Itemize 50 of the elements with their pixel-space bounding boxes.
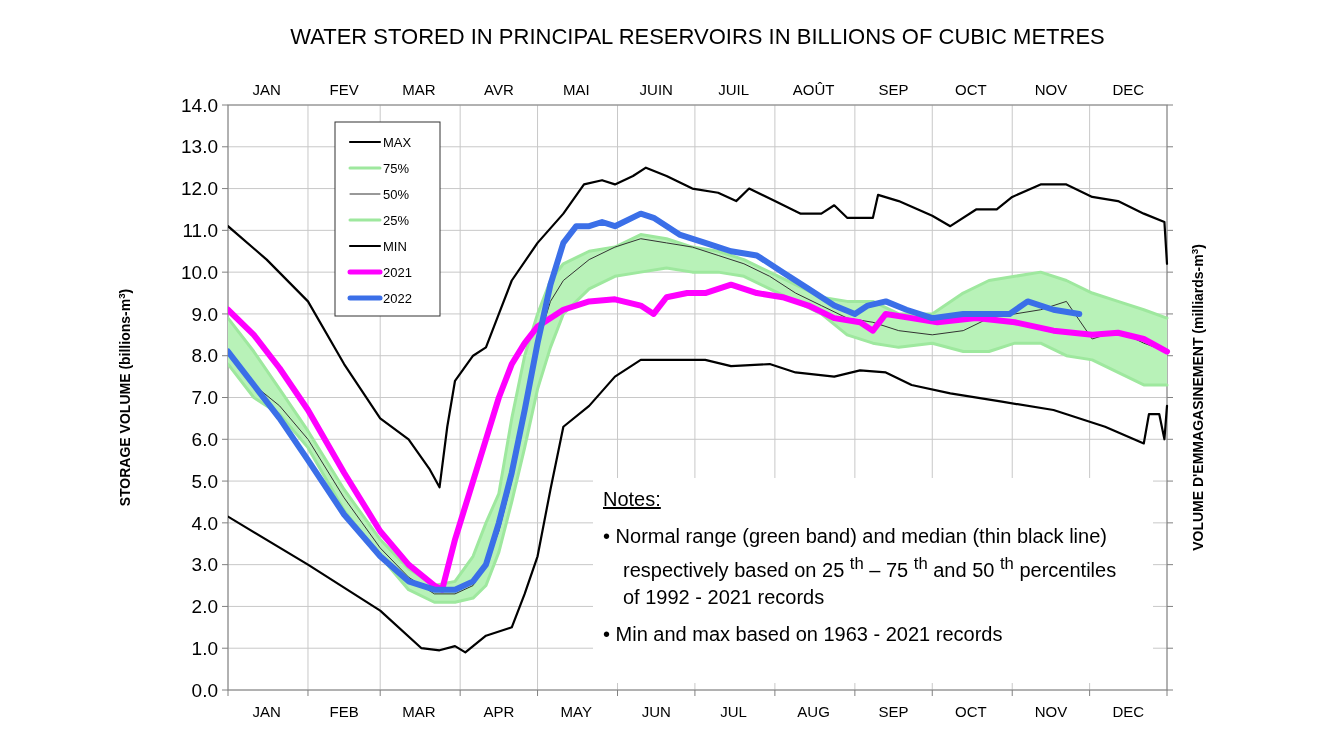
annotation: • Min and max based on 1963 - 2021 records: [603, 621, 1004, 647]
y-tick-label: 3.0: [191, 554, 218, 576]
x-tick-label: JAN: [252, 703, 281, 720]
x-tick-label: JUN: [641, 703, 671, 720]
x2-tick-label: SEP: [878, 81, 909, 98]
x-tick-label: OCT: [955, 703, 987, 720]
x2-tick-label: NOV: [1034, 81, 1068, 98]
y-tick-label: 5.0: [191, 470, 218, 492]
y-tick-label: 13.0: [181, 136, 218, 158]
y-tick-label: 1.0: [191, 637, 218, 659]
y-tick-label: 12.0: [181, 178, 218, 200]
y-tick-label: 0.0: [191, 679, 218, 701]
x-tick-label: MAY: [560, 703, 592, 720]
legend-label: 75%: [383, 160, 410, 176]
annotation: Notes:: [603, 487, 662, 512]
chart-title: WATER STORED IN PRINCIPAL RESERVOIRS IN BILLIONS OF CUBIC METRES: [290, 24, 1105, 49]
x-tick-label: DEC: [1112, 703, 1145, 720]
legend-label: MAX: [383, 134, 412, 150]
x2-tick-label: JAN: [252, 81, 281, 98]
x2-tick-label: MAI: [562, 81, 590, 98]
y-tick-label: 14.0: [181, 94, 218, 116]
y-tick-label: 9.0: [191, 303, 218, 325]
x-tick-label: AUG: [797, 703, 830, 720]
x2-tick-label: MAR: [402, 81, 436, 98]
y-tick-label: 6.0: [191, 428, 218, 450]
x-tick-label: JUL: [720, 703, 747, 720]
y-tick-label: 10.0: [181, 261, 218, 283]
legend-label: 2021: [383, 264, 412, 280]
legend-label: 2022: [383, 290, 412, 306]
legend-label: 25%: [383, 212, 410, 228]
x2-tick-label: DEC: [1112, 81, 1145, 98]
x2-tick-label: JUIN: [639, 81, 673, 98]
y-tick-label: 8.0: [191, 345, 218, 367]
legend-label: 50%: [383, 186, 410, 202]
x2-tick-label: AVR: [484, 81, 514, 98]
x2-tick-label: JUIL: [718, 81, 750, 98]
y-tick-label: 4.0: [191, 512, 218, 534]
x-tick-label: MAR: [402, 703, 436, 720]
x2-tick-label: OCT: [955, 81, 987, 98]
x-tick-label: NOV: [1034, 703, 1068, 720]
x-tick-label: SEP: [878, 703, 909, 720]
y-tick-label: 7.0: [191, 387, 218, 409]
legend-label: MIN: [383, 238, 407, 254]
x-tick-label: APR: [483, 703, 515, 720]
x-tick-label: FEB: [329, 703, 359, 720]
notes-box: Notes: • Normal range (green band) and median (thin black line) respectively based on 25 $^{th}$ – 75 $^{th}$ and 50 $^{th}$ percentiles of 1992 - 2021 records • Min and max based on 1963 - 2021 records: [593, 478, 1153, 683]
y-tick-label: 2.0: [191, 596, 218, 618]
x2-tick-label: FEV: [329, 81, 359, 98]
x2-tick-label: AOÛT: [792, 81, 835, 98]
y-tick-label: 11.0: [182, 220, 218, 242]
